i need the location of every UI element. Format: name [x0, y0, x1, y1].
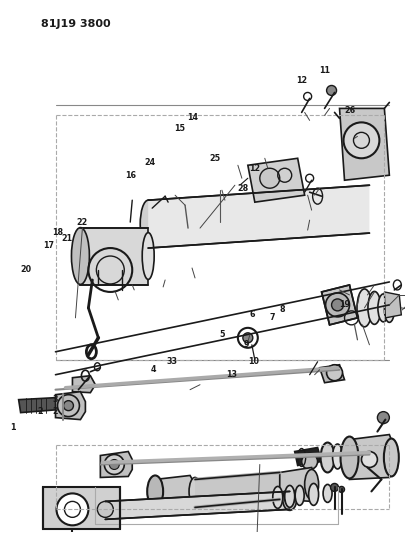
Circle shape [109, 459, 119, 470]
Text: 13: 13 [226, 370, 237, 379]
Polygon shape [100, 451, 132, 478]
Text: 4: 4 [150, 365, 156, 374]
Ellipse shape [367, 292, 380, 325]
Text: 26: 26 [343, 106, 354, 115]
Ellipse shape [99, 500, 111, 520]
Ellipse shape [384, 297, 393, 322]
Polygon shape [384, 292, 400, 318]
Ellipse shape [294, 486, 303, 505]
Polygon shape [43, 487, 120, 529]
Circle shape [326, 365, 342, 381]
Polygon shape [80, 228, 148, 285]
Ellipse shape [142, 232, 154, 279]
Text: 19: 19 [338, 301, 349, 309]
Ellipse shape [340, 437, 358, 479]
Circle shape [242, 333, 252, 343]
Circle shape [326, 85, 336, 95]
Circle shape [284, 495, 294, 504]
Ellipse shape [356, 289, 371, 327]
Text: 25: 25 [209, 154, 220, 163]
Polygon shape [319, 365, 344, 383]
Ellipse shape [272, 487, 282, 508]
Polygon shape [194, 472, 279, 507]
Circle shape [377, 411, 388, 424]
Circle shape [343, 123, 378, 158]
Text: 33: 33 [166, 357, 177, 366]
Text: 10: 10 [248, 357, 259, 366]
Text: 81J19 3800: 81J19 3800 [40, 19, 110, 29]
Polygon shape [19, 398, 58, 413]
Text: 28: 28 [237, 184, 248, 193]
Text: 17: 17 [43, 240, 54, 249]
Circle shape [259, 168, 279, 188]
Circle shape [330, 483, 338, 491]
Circle shape [325, 293, 349, 317]
Circle shape [97, 502, 113, 518]
Polygon shape [247, 158, 304, 202]
Text: 1: 1 [10, 423, 15, 432]
Polygon shape [72, 376, 95, 393]
Polygon shape [321, 285, 356, 325]
Text: 22: 22 [77, 217, 88, 227]
Text: 5: 5 [219, 330, 224, 340]
Ellipse shape [304, 470, 318, 499]
Text: 24: 24 [144, 158, 156, 167]
Polygon shape [349, 434, 393, 480]
Polygon shape [279, 467, 317, 502]
Text: 2: 2 [38, 407, 43, 416]
Ellipse shape [284, 486, 294, 507]
Text: 21: 21 [61, 233, 72, 243]
Text: 3: 3 [53, 395, 58, 404]
Text: 8: 8 [279, 305, 285, 314]
Polygon shape [155, 475, 198, 510]
Text: 6: 6 [249, 310, 254, 319]
Polygon shape [294, 448, 321, 465]
Polygon shape [55, 392, 85, 419]
Circle shape [63, 401, 73, 410]
Text: 2: 2 [53, 407, 58, 416]
Text: 18: 18 [52, 228, 63, 237]
Circle shape [301, 454, 317, 470]
Circle shape [331, 299, 343, 311]
Text: 16: 16 [124, 171, 135, 180]
Text: 20: 20 [20, 265, 31, 274]
Ellipse shape [71, 228, 89, 285]
Ellipse shape [308, 483, 318, 505]
Ellipse shape [282, 488, 296, 511]
Ellipse shape [140, 200, 156, 248]
Circle shape [56, 494, 88, 526]
Polygon shape [339, 108, 388, 180]
Circle shape [360, 451, 377, 467]
Ellipse shape [147, 475, 163, 507]
Circle shape [338, 487, 344, 492]
Text: 7: 7 [269, 313, 274, 322]
Text: 11: 11 [318, 66, 329, 75]
Text: 15: 15 [174, 124, 185, 133]
Ellipse shape [189, 478, 200, 505]
Polygon shape [148, 185, 369, 248]
Text: 9: 9 [243, 340, 249, 349]
Text: 14: 14 [187, 113, 198, 122]
Ellipse shape [377, 294, 388, 322]
Circle shape [104, 455, 124, 474]
Ellipse shape [332, 444, 342, 469]
Text: 12: 12 [249, 164, 260, 173]
Ellipse shape [383, 439, 398, 477]
Ellipse shape [320, 442, 334, 472]
Polygon shape [105, 491, 289, 519]
Ellipse shape [322, 484, 331, 503]
Text: 12: 12 [295, 76, 307, 85]
